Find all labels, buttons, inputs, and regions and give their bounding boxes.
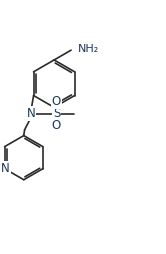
Text: O: O xyxy=(52,95,61,108)
Text: O: O xyxy=(52,119,61,132)
Text: S: S xyxy=(53,107,60,120)
Text: N: N xyxy=(1,162,10,175)
Text: NH₂: NH₂ xyxy=(78,44,99,54)
Text: N: N xyxy=(27,107,36,120)
